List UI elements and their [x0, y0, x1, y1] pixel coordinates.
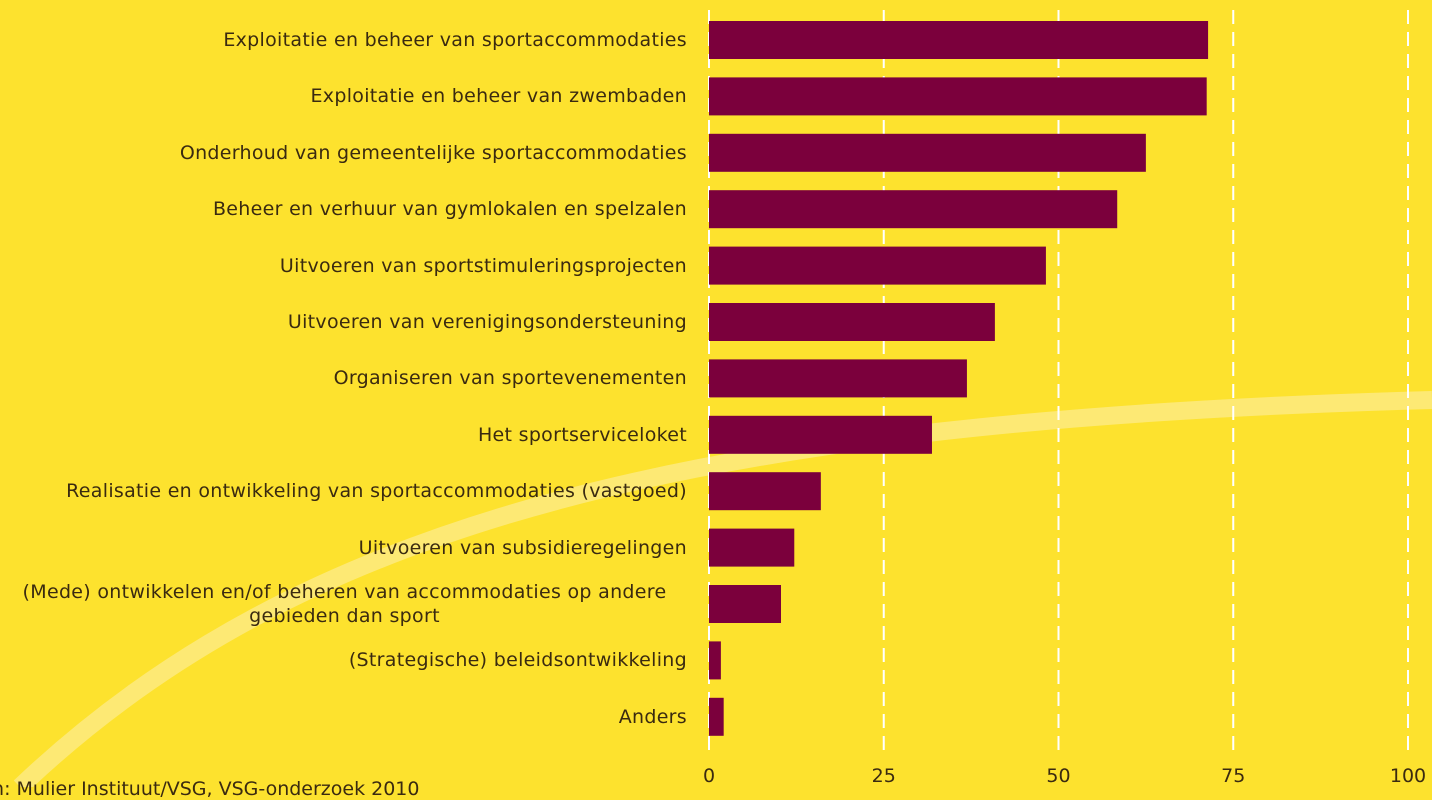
- source: Bron: Mulier Instituut/VSG, VSG-onderzoe…: [0, 778, 420, 800]
- y-tick-label: Exploitatie en beheer van zwembaden: [310, 84, 687, 108]
- y-tick-label: Beheer en verhuur van gymlokalen en spel…: [213, 197, 687, 221]
- bar: [709, 585, 781, 623]
- bar: [709, 698, 724, 736]
- x-tick-label: 50: [1046, 765, 1070, 787]
- y-tick-label: Uitvoeren van sportstimuleringsprojecten: [280, 254, 687, 278]
- y-tick-label: (Strategische) beleidsontwikkeling: [349, 648, 687, 672]
- bar: [709, 77, 1207, 115]
- y-tick-label: Realisatie en ontwikkeling van sportacco…: [66, 479, 687, 503]
- x-tick-label: 100: [1390, 765, 1426, 787]
- y-tick-label: (Mede) ontwikkelen en/of beheren van acc…: [2, 580, 687, 628]
- y-tick-label: Exploitatie en beheer van sportaccommoda…: [223, 28, 687, 52]
- bar: [709, 472, 821, 510]
- bar: [709, 190, 1117, 228]
- bar: [709, 416, 932, 454]
- bar: [709, 529, 794, 567]
- y-tick-label: Organiseren van sportevenementen: [334, 366, 687, 390]
- bar: [709, 359, 967, 397]
- x-tick-label: 25: [872, 765, 896, 787]
- y-tick-label: Anders: [619, 705, 687, 729]
- y-tick-label: Uitvoeren van verenigingsondersteuning: [288, 310, 687, 334]
- bar: [709, 247, 1046, 285]
- bar: [709, 303, 995, 341]
- y-tick-label: Onderhoud van gemeentelijke sportaccommo…: [180, 141, 687, 165]
- y-tick-label: Uitvoeren van subsidieregelingen: [359, 536, 687, 560]
- chart: 0 25 50 75 100: [0, 0, 1432, 787]
- x-tick-label: 75: [1221, 765, 1245, 787]
- x-tick-label: 0: [703, 765, 715, 787]
- page: 0 25 50 75 100 Exploitatie en beheer van spo…: [0, 0, 1432, 787]
- y-tick-label: Het sportserviceloket: [478, 423, 687, 447]
- bar: [709, 134, 1146, 172]
- bar: [709, 641, 721, 679]
- bar: [709, 21, 1208, 59]
